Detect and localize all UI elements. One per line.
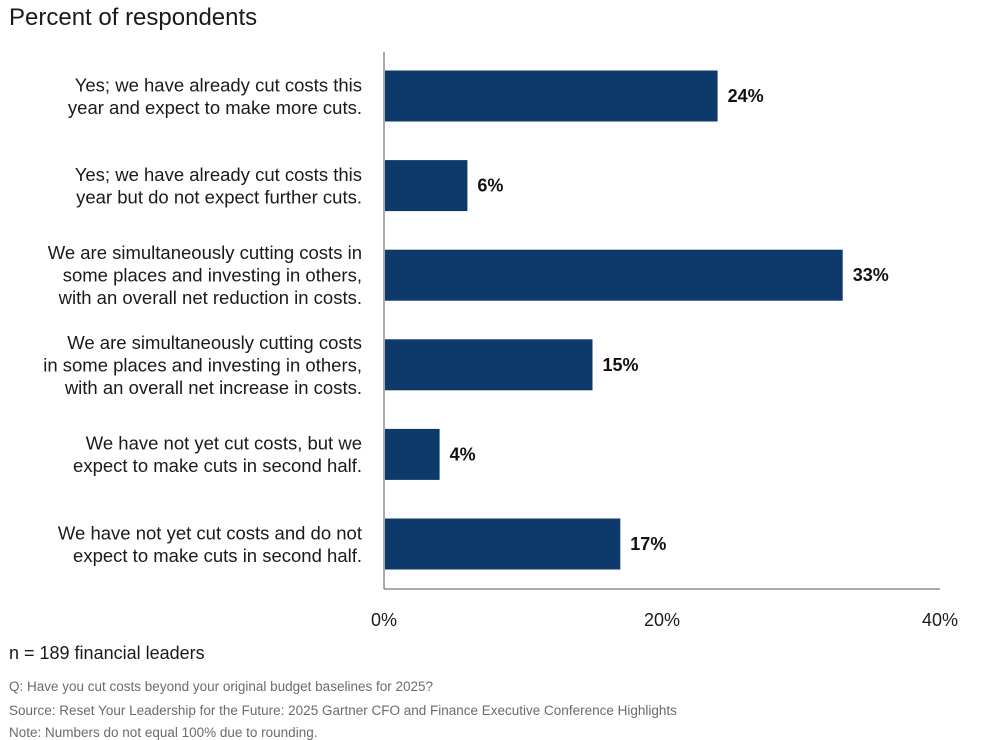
x-tick-labels: 0% 20% 40%	[371, 610, 958, 630]
bar-4	[385, 339, 593, 391]
bar-6	[385, 518, 621, 570]
value-label-1: 24%	[728, 86, 764, 106]
category-label-4: We are simultaneously cutting costs in so…	[43, 332, 362, 398]
value-label-6: 17%	[630, 534, 666, 554]
bar-5	[385, 428, 440, 480]
sample-size-note: n = 189 financial leaders	[9, 643, 205, 663]
x-tick-label-2: 20%	[644, 610, 680, 630]
rounding-note: Note: Numbers do not equal 100% due to r…	[9, 725, 318, 740]
value-label-4: 15%	[603, 355, 639, 375]
value-label-3: 33%	[853, 265, 889, 285]
value-label-5: 4%	[450, 444, 476, 464]
chart-title: Percent of respondents	[9, 4, 258, 31]
survey-question: Q: Have you cut costs beyond your origin…	[9, 679, 434, 694]
category-label-6: We have not yet cut costs and do not expe…	[58, 522, 362, 566]
category-label-5: We have not yet cut costs, but we expect …	[73, 433, 362, 477]
bar-1	[385, 70, 718, 122]
bar-3	[385, 249, 843, 301]
value-labels: 24% 6% 33% 15% 4% 17%	[450, 86, 889, 554]
bar-chart: Yes; we have already cut costs this year …	[43, 52, 958, 630]
bars	[385, 70, 843, 570]
value-label-2: 6%	[477, 176, 503, 196]
category-label-2: Yes; we have already cut costs this year …	[75, 164, 362, 208]
category-labels: Yes; we have already cut costs this year …	[43, 74, 362, 566]
category-label-1: Yes; we have already cut costs this year …	[68, 74, 362, 118]
x-tick-label-1: 0%	[371, 610, 397, 630]
source-note: Source: Reset Your Leadership for the Fu…	[9, 703, 677, 718]
x-tick-label-3: 40%	[922, 610, 958, 630]
bar-2	[385, 160, 468, 212]
category-label-3: We are simultaneously cutting costs in so…	[48, 242, 362, 308]
